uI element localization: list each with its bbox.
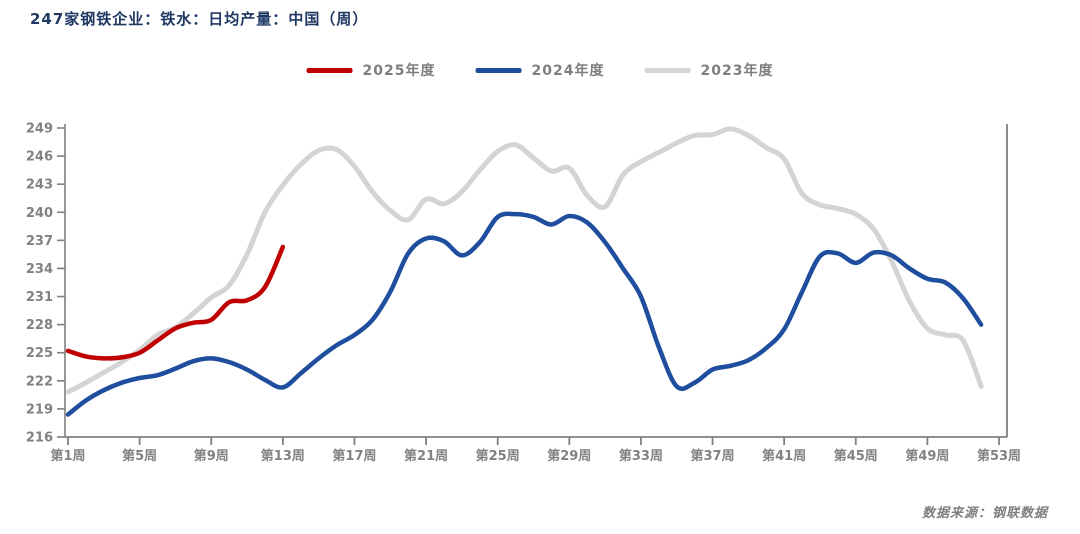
y-tick-label: 225 <box>26 346 53 361</box>
y-tick-label: 216 <box>26 431 53 446</box>
legend-label-2023: 2023年度 <box>700 63 774 79</box>
series-line-2023年度 <box>65 126 984 395</box>
series-line-2024年度 <box>65 211 984 417</box>
series-line-2025年度 <box>65 244 286 361</box>
x-tick-label: 第41周 <box>762 448 806 464</box>
x-tick-label: 第13周 <box>261 448 305 464</box>
legend-swatch-2023 <box>644 67 691 73</box>
legend-item-2024: 2024年度 <box>475 60 605 80</box>
legend-label-2025: 2025年度 <box>362 63 436 79</box>
x-tick-label: 第33周 <box>619 448 663 464</box>
y-tick-label: 228 <box>26 318 53 333</box>
x-tick-label: 第9周 <box>194 448 229 464</box>
y-tick-label: 219 <box>26 402 53 417</box>
legend-swatch-2024 <box>475 67 522 73</box>
x-tick-label: 第37周 <box>690 448 734 464</box>
y-tick-label: 249 <box>26 122 53 137</box>
y-tick-label: 234 <box>26 262 53 277</box>
data-source-note: 数据来源：钢联数据 <box>921 506 1048 521</box>
legend-swatch-2025 <box>306 67 353 73</box>
x-tick-label: 第1周 <box>50 448 85 464</box>
legend-item-2025: 2025年度 <box>306 60 436 80</box>
y-tick-label: 240 <box>26 206 53 221</box>
x-tick-label: 第29周 <box>547 448 591 464</box>
x-tick-label: 第49周 <box>905 448 949 464</box>
y-tick-label: 246 <box>26 150 53 165</box>
x-tick-label: 第45周 <box>834 448 878 464</box>
legend-label-2024: 2024年度 <box>531 63 605 79</box>
x-tick-label: 第53周 <box>977 448 1021 464</box>
x-tick-label: 第21周 <box>404 448 448 464</box>
x-tick-label: 第17周 <box>332 448 376 464</box>
legend-item-2023: 2023年度 <box>644 60 773 80</box>
x-tick-label: 第5周 <box>122 448 157 464</box>
y-tick-label: 231 <box>26 290 53 305</box>
x-tick-label: 第25周 <box>476 448 520 464</box>
y-tick-label: 243 <box>26 178 53 193</box>
y-tick-label: 237 <box>26 234 53 249</box>
y-tick-label: 222 <box>26 374 53 389</box>
chart-legend: 2025年度 2024年度 2023年度 <box>306 60 774 80</box>
chart-title: 247家钢铁企业：铁水：日均产量：中国（周） <box>30 10 369 28</box>
